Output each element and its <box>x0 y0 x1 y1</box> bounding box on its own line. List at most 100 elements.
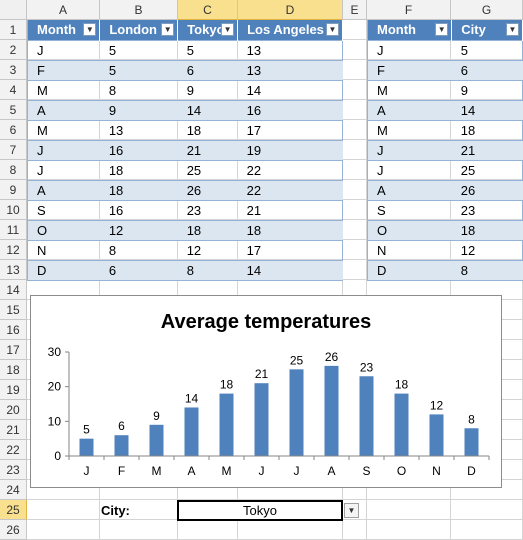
table-cell[interactable]: 22 <box>237 159 343 180</box>
filter-dropdown-icon[interactable]: ▼ <box>221 23 235 36</box>
table-cell[interactable]: N <box>368 239 452 260</box>
bar[interactable] <box>394 393 409 456</box>
column-header-c[interactable]: C <box>178 0 238 20</box>
table-cell[interactable]: J <box>368 159 452 180</box>
bar[interactable] <box>79 438 94 456</box>
row-header-16[interactable]: 16 <box>0 320 27 340</box>
column-header-g[interactable]: G <box>451 0 523 20</box>
row-header-2[interactable]: 2 <box>0 40 27 60</box>
table-cell[interactable]: F <box>368 59 452 80</box>
table-cell[interactable]: 23 <box>451 199 523 220</box>
column-header-e[interactable]: E <box>343 0 367 20</box>
table-cell[interactable]: 17 <box>237 239 343 260</box>
bar[interactable] <box>429 414 444 456</box>
row-header-3[interactable]: 3 <box>0 60 27 80</box>
temperature-chart[interactable]: Average temperatures 0 10 20 30 5 6 9 14 18 21 25… <box>30 295 502 488</box>
table-cell[interactable]: D <box>28 259 100 281</box>
table-cell[interactable]: 16 <box>99 199 178 220</box>
table-cell[interactable]: 14 <box>451 99 523 120</box>
table-cell[interactable]: 25 <box>451 159 523 180</box>
table-cell[interactable]: 18 <box>99 179 178 200</box>
filter-dropdown-icon[interactable]: ▼ <box>83 23 97 36</box>
table-cell[interactable]: 12 <box>451 239 523 260</box>
table-cell[interactable]: 17 <box>237 119 343 140</box>
row-header-18[interactable]: 18 <box>0 360 27 380</box>
table-cell[interactable]: M <box>368 79 452 100</box>
table-cell[interactable]: 13 <box>237 39 343 60</box>
table-cell[interactable]: 25 <box>177 159 238 180</box>
table-cell[interactable]: 21 <box>237 199 343 220</box>
row-header-20[interactable]: 20 <box>0 400 27 420</box>
row-header-4[interactable]: 4 <box>0 80 27 100</box>
city-select-cell[interactable]: Tokyo <box>177 500 343 521</box>
row-header-10[interactable]: 10 <box>0 200 27 220</box>
table-cell[interactable]: A <box>28 99 100 120</box>
row-header-8[interactable]: 8 <box>0 160 27 180</box>
temperature-table-header-cell[interactable]: London ▼ <box>99 20 179 40</box>
table-cell[interactable]: 9 <box>177 79 238 100</box>
table-cell[interactable]: J <box>28 139 100 160</box>
table-cell[interactable]: 18 <box>177 119 238 140</box>
table-cell[interactable]: 12 <box>99 219 178 240</box>
table-cell[interactable]: 26 <box>177 179 238 200</box>
table-cell[interactable]: 14 <box>237 259 343 281</box>
table-cell[interactable]: O <box>368 219 452 240</box>
table-cell[interactable]: N <box>28 239 100 260</box>
table-cell[interactable]: 19 <box>237 139 343 160</box>
bar[interactable] <box>184 407 199 456</box>
bar[interactable] <box>324 365 339 456</box>
select-all-corner[interactable] <box>0 0 27 20</box>
table-cell[interactable]: 14 <box>237 79 343 100</box>
table-cell[interactable]: D <box>368 259 452 281</box>
column-header-f[interactable]: F <box>367 0 451 20</box>
table-cell[interactable]: M <box>28 79 100 100</box>
table-cell[interactable]: M <box>28 119 100 140</box>
column-header-b[interactable]: B <box>100 0 178 20</box>
row-header-17[interactable]: 17 <box>0 340 27 360</box>
bar[interactable] <box>149 424 164 456</box>
row-header-23[interactable]: 23 <box>0 460 27 480</box>
row-header-6[interactable]: 6 <box>0 120 27 140</box>
table-cell[interactable]: 18 <box>99 159 178 180</box>
filter-dropdown-icon[interactable]: ▼ <box>506 23 519 36</box>
table-cell[interactable]: 18 <box>177 219 238 240</box>
table-cell[interactable]: 9 <box>451 79 523 100</box>
table-cell[interactable]: J <box>368 139 452 160</box>
table-cell[interactable]: 13 <box>99 119 178 140</box>
row-header-13[interactable]: 13 <box>0 260 27 280</box>
filter-dropdown-icon[interactable]: ▼ <box>435 23 449 36</box>
table-cell[interactable]: 18 <box>237 219 343 240</box>
column-header-d[interactable]: D <box>238 0 343 20</box>
table-cell[interactable]: 21 <box>177 139 238 160</box>
temperature-table-header-cell[interactable]: Month ▼ <box>28 20 101 40</box>
bar[interactable] <box>289 369 304 456</box>
table-cell[interactable]: 8 <box>99 239 178 260</box>
city-dropdown-button[interactable]: ▼ <box>344 503 359 518</box>
row-header-5[interactable]: 5 <box>0 100 27 120</box>
temperature-table-header-cell[interactable]: Los Angeles ▼ <box>237 20 343 40</box>
bar[interactable] <box>359 376 374 456</box>
table-cell[interactable]: S <box>368 199 452 220</box>
table-cell[interactable]: 8 <box>451 259 523 281</box>
table-cell[interactable]: 5 <box>177 39 238 60</box>
bar[interactable] <box>464 428 479 456</box>
row-header-11[interactable]: 11 <box>0 220 27 240</box>
bar[interactable] <box>114 435 129 456</box>
table-cell[interactable]: 21 <box>451 139 523 160</box>
table-cell[interactable]: 8 <box>99 79 178 100</box>
row-header-22[interactable]: 22 <box>0 440 27 460</box>
row-header-25[interactable]: 25 <box>0 500 27 520</box>
city-table-header-cell[interactable]: City ▼ <box>451 20 523 40</box>
table-cell[interactable]: A <box>28 179 100 200</box>
table-cell[interactable]: J <box>368 39 452 60</box>
row-header-12[interactable]: 12 <box>0 240 27 260</box>
row-header-26[interactable]: 26 <box>0 520 27 540</box>
table-cell[interactable]: 6 <box>451 59 523 80</box>
table-cell[interactable]: F <box>28 59 100 80</box>
table-cell[interactable]: 5 <box>451 39 523 60</box>
row-header-1[interactable]: 1 <box>0 20 27 40</box>
row-header-15[interactable]: 15 <box>0 300 27 320</box>
table-cell[interactable]: 14 <box>177 99 238 120</box>
bar[interactable] <box>254 383 269 456</box>
table-cell[interactable]: A <box>368 99 452 120</box>
